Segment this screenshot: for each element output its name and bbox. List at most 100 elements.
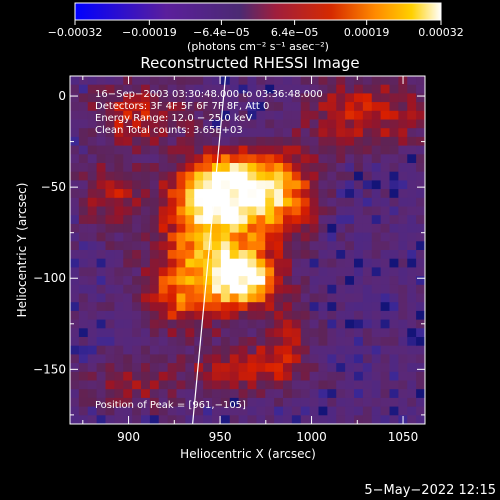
- heatmap-cell: [362, 102, 373, 112]
- heatmap-cell: [132, 354, 142, 364]
- heatmap-cell: [291, 363, 302, 373]
- heatmap-cell: [309, 310, 320, 321]
- heatmap-cell: [203, 180, 213, 190]
- heatmap-cell: [362, 93, 373, 103]
- heatmap-cell: [398, 337, 408, 347]
- heatmap-cell: [167, 363, 178, 373]
- annotation-line: Detectors: 3F 4F 5F 6F 7F 8F, Att 0: [95, 101, 269, 112]
- heatmap-cell: [256, 189, 266, 199]
- heatmap-cell: [300, 93, 311, 103]
- heatmap-cell: [389, 380, 399, 390]
- heatmap-cell: [345, 337, 355, 347]
- heatmap-cell: [247, 284, 257, 295]
- heatmap-cell: [362, 397, 373, 408]
- heatmap-cell: [229, 136, 240, 147]
- heatmap-cell: [274, 180, 284, 190]
- heatmap-cell: [149, 145, 160, 155]
- heatmap-cell: [398, 354, 408, 364]
- heatmap-cell: [345, 206, 355, 216]
- heatmap-cell: [256, 206, 266, 216]
- heatmap-cell: [220, 163, 231, 173]
- heatmap-cell: [96, 145, 107, 155]
- heatmap-cell: [176, 363, 186, 373]
- heatmap-cell: [247, 215, 257, 225]
- heatmap-cell: [362, 215, 373, 225]
- heatmap-cell: [265, 397, 275, 408]
- heatmap-cell: [185, 371, 195, 382]
- heatmap-cell: [407, 102, 417, 112]
- heatmap-cell: [194, 145, 204, 155]
- heatmap-cell: [114, 258, 124, 268]
- heatmap-cell: [398, 371, 408, 382]
- heatmap-cell: [309, 328, 320, 338]
- heatmap-cell: [132, 371, 142, 382]
- heatmap-cell: [194, 119, 204, 129]
- heatmap-cell: [327, 110, 337, 121]
- heatmap-cell: [114, 145, 124, 155]
- heatmap-cell: [176, 380, 186, 390]
- heatmap-cell: [256, 389, 266, 399]
- heatmap-cell: [141, 337, 151, 347]
- heatmap-cell: [167, 337, 178, 347]
- heatmap-cell: [220, 180, 231, 190]
- heatmap-cell: [149, 380, 160, 390]
- heatmap-cell: [167, 232, 178, 242]
- heatmap-cell: [158, 363, 169, 373]
- heatmap-cell: [256, 136, 266, 147]
- heatmap-cell: [96, 345, 107, 355]
- heatmap-cell: [362, 371, 373, 382]
- heatmap-cell: [380, 110, 391, 121]
- heatmap-cell: [318, 197, 328, 208]
- heatmap-cell: [265, 197, 275, 208]
- heatmap-cell: [123, 102, 133, 112]
- heatmap-cell: [389, 328, 399, 338]
- heatmap-cell: [300, 119, 311, 129]
- heatmap-cell: [309, 415, 320, 424]
- heatmap-cell: [398, 163, 408, 173]
- heatmap-cell: [345, 406, 355, 416]
- heatmap-cell: [132, 328, 142, 338]
- heatmap-cell: [318, 215, 328, 225]
- heatmap-cell: [389, 76, 399, 86]
- heatmap-cell: [220, 110, 231, 121]
- heatmap-cell: [203, 284, 213, 295]
- heatmap-cell: [398, 93, 408, 103]
- heatmap-cell: [238, 415, 249, 424]
- heatmap-cell: [336, 84, 346, 94]
- heatmap-cell: [309, 93, 320, 103]
- heatmap-cell: [123, 363, 133, 373]
- heatmap-cell: [265, 310, 275, 321]
- heatmap-cell: [123, 93, 133, 103]
- heatmap-cell: [291, 189, 302, 199]
- heatmap-cell: [158, 284, 169, 295]
- heatmap-cell: [398, 102, 408, 112]
- heatmap-cell: [300, 241, 311, 251]
- heatmap-cell: [380, 345, 391, 355]
- heatmap-cell: [203, 110, 213, 121]
- heatmap-cell: [229, 397, 240, 408]
- y-axis-label: Heliocentric Y (arcsec): [15, 183, 29, 318]
- colorbar-tick-label: −0.00032: [48, 26, 103, 39]
- heatmap-cell: [105, 284, 115, 295]
- heatmap-cell: [309, 389, 320, 399]
- heatmap-cell: [336, 397, 346, 408]
- heatmap-cell: [158, 102, 169, 112]
- heatmap-cell: [114, 136, 124, 147]
- heatmap-cell: [238, 128, 249, 138]
- heatmap-cell: [167, 258, 178, 268]
- heatmap-cell: [309, 293, 320, 303]
- heatmap-cell: [309, 354, 320, 364]
- heatmap-cell: [309, 128, 320, 138]
- heatmap-cell: [203, 197, 213, 208]
- heatmap-cell: [167, 102, 178, 112]
- heatmap-cell: [78, 302, 89, 312]
- heatmap-cell: [362, 406, 373, 416]
- heatmap-cell: [398, 180, 408, 190]
- heatmap-cell: [70, 232, 80, 242]
- heatmap-cell: [78, 328, 89, 338]
- heatmap-cell: [87, 215, 98, 225]
- heatmap-cell: [167, 145, 178, 155]
- heatmap-cell: [70, 93, 80, 103]
- heatmap-cell: [354, 93, 364, 103]
- heatmap-cell: [114, 154, 124, 164]
